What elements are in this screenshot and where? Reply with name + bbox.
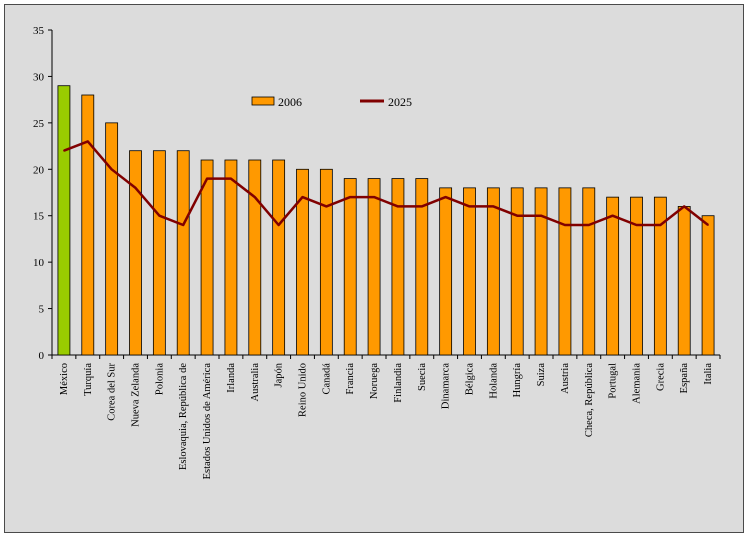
point-2025 (86, 140, 89, 143)
bar-2006 (486, 187, 500, 356)
point-2025 (349, 196, 352, 198)
x-category-label: Austria (560, 363, 571, 394)
point-2025 (516, 214, 519, 217)
bar-2006 (200, 159, 214, 356)
point-2025 (611, 214, 614, 217)
bar-2006 (701, 215, 715, 356)
bar-2006 (367, 178, 381, 356)
bar-2006 (439, 187, 453, 356)
x-category-label: Suecia (417, 363, 428, 391)
point-2025 (277, 224, 280, 226)
legend: 2006 2025 (251, 95, 412, 109)
bar-2006 (176, 150, 190, 356)
point-2025 (206, 177, 208, 180)
bar-2006 (81, 94, 95, 356)
point-2025 (564, 224, 566, 226)
point-2025 (397, 205, 399, 208)
bar-2006 (129, 150, 142, 356)
x-category-label: Irlanda (226, 363, 237, 393)
x-category-label: Dinamarca (441, 363, 452, 409)
point-2025 (230, 177, 232, 180)
point-2025 (492, 205, 495, 208)
x-category-label: Italia (703, 363, 714, 385)
x-category-label: México (59, 363, 70, 395)
bar-2006 (677, 206, 691, 356)
point-2025 (707, 224, 709, 226)
bar-2006 (510, 187, 524, 356)
point-2025 (540, 214, 542, 217)
x-category-label: Bélgica (465, 363, 476, 395)
bar-2006 (558, 187, 572, 356)
point-2025 (659, 224, 662, 226)
point-2025 (182, 224, 185, 226)
point-2025 (420, 205, 423, 208)
x-category-label: España (679, 363, 690, 394)
point-2025 (635, 224, 638, 226)
point-2025 (444, 196, 447, 198)
legend-label-2025: 2025 (388, 95, 412, 109)
x-category-label: Estados Unidos de América (202, 363, 213, 480)
x-category-label: Finlandia (393, 363, 404, 403)
bar-2006 (653, 196, 667, 356)
x-category-label: Francia (345, 363, 356, 395)
x-category-label: Hungría (512, 363, 523, 398)
point-2025 (373, 196, 375, 198)
x-category-label: Portugal (608, 363, 619, 399)
bar-2006 (582, 187, 596, 356)
point-2025 (683, 205, 686, 208)
x-category-label: Polonia (154, 363, 165, 395)
x-category-label: Alemania (632, 363, 643, 404)
point-2025 (63, 149, 65, 152)
bar-2006 (152, 150, 166, 356)
point-2025 (301, 196, 304, 198)
bar-2006 (343, 178, 357, 356)
point-2025 (134, 187, 137, 189)
bar-2006 (463, 187, 476, 356)
x-category-label: Turquía (83, 363, 94, 396)
x-category-label: Canadá (321, 363, 332, 395)
x-category-label: Grecia (655, 363, 666, 391)
bar-2006 (296, 168, 309, 356)
y-tick-label: 15 (33, 211, 45, 223)
x-category-label: Nueva Zelanda (131, 363, 142, 427)
legend-label-2006: 2006 (278, 95, 302, 109)
bar-2006 (319, 168, 333, 356)
x-category-label: Australia (250, 363, 261, 402)
bar-2006 (630, 196, 643, 356)
x-category-label: Reino Unido (298, 363, 309, 417)
y-tick-label: 20 (33, 164, 45, 176)
point-2025 (253, 196, 256, 198)
x-category-label: Japón (274, 362, 285, 387)
bar-2006 (248, 159, 262, 356)
point-2025 (325, 205, 328, 208)
y-tick-label: 5 (39, 304, 45, 316)
bar-2006 (224, 159, 238, 356)
y-tick-label: 25 (33, 118, 45, 130)
legend-swatch-2006 (251, 96, 275, 106)
x-category-label: Suiza (536, 363, 547, 387)
y-tick-label: 10 (33, 257, 45, 269)
x-category-label: Corea del Sur (107, 363, 118, 421)
y-tick-label: 30 (33, 71, 45, 83)
bar-2006 (606, 196, 620, 356)
x-category-label: Checa, República (584, 363, 595, 437)
bar-2006 (105, 122, 119, 356)
bar-2006 (415, 178, 429, 356)
point-2025 (158, 214, 161, 217)
x-category-label: Holanda (488, 363, 499, 399)
x-category-label: Noruega (369, 363, 380, 399)
y-tick-label: 35 (33, 25, 45, 37)
bar-2006 (57, 85, 71, 356)
line-2025 (63, 140, 709, 227)
bar-2006 (534, 187, 548, 356)
point-2025 (468, 205, 471, 208)
y-tick-label: 0 (39, 350, 45, 362)
point-2025 (587, 224, 590, 226)
bar-2006 (272, 159, 286, 356)
bar-2006 (391, 178, 405, 356)
point-2025 (110, 168, 113, 171)
x-category-label: Eslovaquia, República de (178, 363, 189, 470)
